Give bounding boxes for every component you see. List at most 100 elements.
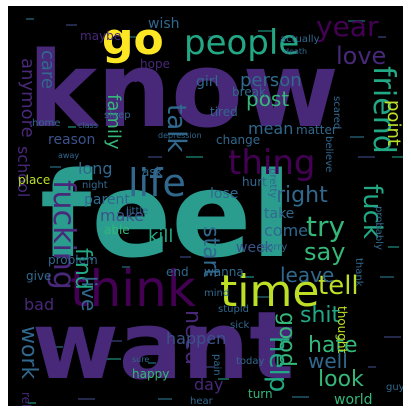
cloud-word-believe: believe [323,136,334,172]
filler-word-mark [392,156,403,158]
cloud-word-think: think [70,260,196,318]
cloud-word-leave: leave [280,263,334,287]
filler-word-mark [122,266,130,268]
cloud-word-today: today [236,356,265,367]
cloud-word-sick: sick [230,320,249,331]
filler-word-mark [148,362,156,364]
cloud-word-depression: depression [158,131,202,140]
filler-word-mark [28,402,36,404]
cloud-word-break: break [232,85,266,99]
filler-word-mark [128,36,139,38]
cloud-word-want: want [32,292,294,401]
cloud-word-fuck: fuck [357,184,387,239]
filler-word-mark [148,156,162,158]
cloud-word-tell: tell [318,271,359,301]
filler-word-mark [378,36,386,38]
filler-word-mark [384,336,401,338]
cloud-word-kill: kill [148,226,173,247]
filler-word-mark [204,366,215,368]
filler-word-mark [358,156,375,158]
cloud-word-look: look [318,367,364,392]
cloud-word-tired: tired [210,105,238,119]
cloud-word-help: help [263,336,293,392]
cloud-word-hurt: hurt [242,175,267,189]
cloud-word-sleep: sleep [104,110,131,121]
cloud-word-hate: hate [308,333,358,358]
cloud-word-love: love [336,42,386,70]
cloud-word-anymore: anymore [17,58,38,138]
filler-word-mark [52,346,63,348]
filler-word-mark [240,276,254,278]
filler-word-mark [380,276,394,278]
filler-word-mark [44,356,52,358]
filler-word-mark [104,358,121,360]
cloud-word-take: take [264,206,294,222]
cloud-word-problem: problem [48,253,98,267]
cloud-word-probably: probably [373,206,384,250]
filler-word-mark [108,340,122,342]
cloud-word-thing: thing [228,143,315,183]
cloud-word-know: know [28,29,339,151]
cloud-word-go: go [102,14,164,65]
cloud-word-change: change [216,133,260,147]
filler-word-mark [308,116,319,118]
filler-word-mark [292,396,309,398]
cloud-word-death: death [284,47,307,56]
cloud-word-turn: turn [248,387,273,401]
cloud-word-actually: actually [280,34,320,45]
cloud-word-guy: guy [386,382,403,393]
cloud-word-pain: pain [211,354,222,376]
cloud-word-life: life [128,161,186,205]
cloud-word-bad: bad [24,295,54,314]
cloud-word-care: care [37,50,58,89]
filler-word-mark [186,156,203,158]
filler-word-mark [68,126,76,128]
cloud-word-mind: mind [204,288,229,299]
cloud-word-talk: talk [161,104,191,152]
cloud-word-give: give [26,269,51,283]
filler-word-mark [254,296,271,298]
cloud-word-live: live [77,276,101,311]
cloud-word-say: say [304,238,345,266]
cloud-word-wanna: wanna [204,265,244,279]
cloud-word-able: able [104,223,130,237]
cloud-word-feel: feel [40,146,292,284]
cloud-word-parent: parent [84,192,130,208]
filler-word-mark [270,378,284,380]
filler-word-mark [208,36,222,38]
cloud-word-mean: mean [248,119,293,138]
cloud-word-friend: friend [366,66,401,154]
filler-word-mark [368,226,376,228]
cloud-word-well: well [308,349,348,373]
cloud-word-post: post [246,87,289,111]
cloud-word-time: time [220,266,319,317]
cloud-word-little: little [126,206,148,217]
cloud-word-family: family [103,94,124,150]
cloud-word-right: right [276,183,328,208]
cloud-word-hope: hope [140,57,170,71]
cloud-word-ask: ask [142,165,163,179]
cloud-word-matter: matter [296,123,337,137]
cloud-word-come: come [264,221,308,240]
filler-word-mark [258,30,272,32]
cloud-word-happen: happen [166,329,226,348]
filler-word-mark [50,166,61,168]
cloud-word-hear: hear [190,396,214,406]
cloud-word-make: make [100,206,144,225]
cloud-word-place: place [18,173,50,187]
cloud-word-shit: shit [300,303,341,328]
cloud-word-sure: sure [132,355,149,364]
filler-word-mark [66,24,77,26]
filler-word-mark [350,136,364,138]
cloud-word-home: home [32,118,60,129]
cloud-word-away: away [58,151,79,160]
cloud-word-day: day [194,375,223,394]
cloud-word-thought: thought [335,306,349,353]
cloud-word-need: need [180,310,205,365]
cloud-word-thank: thank [353,258,364,287]
cloud-word-try: try [306,210,345,243]
filler-word-mark [180,256,191,258]
cloud-word-work: work [16,326,41,379]
filler-word-mark [348,20,365,22]
